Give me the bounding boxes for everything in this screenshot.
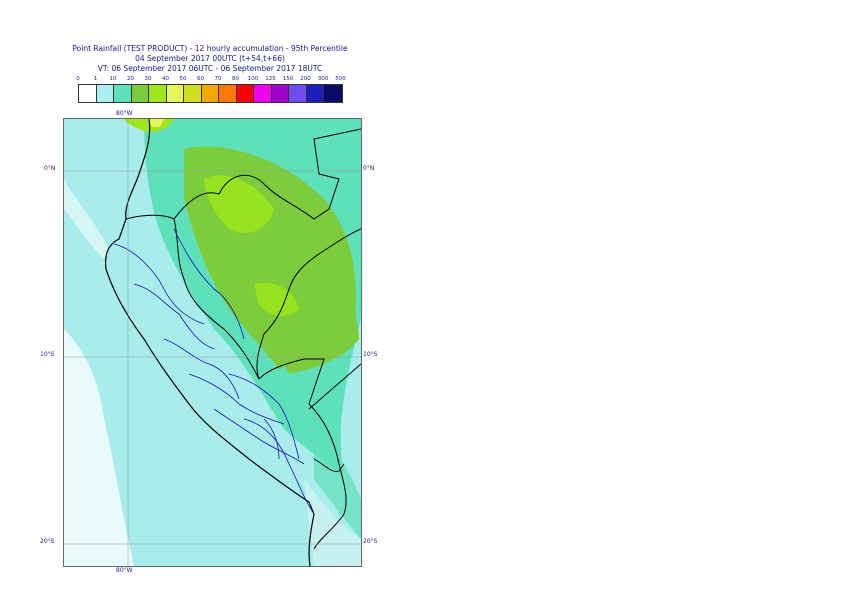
- legend-swatch-6: [184, 85, 202, 102]
- lat-label-right-0: 0°N: [363, 165, 375, 172]
- legend-swatch-7: [201, 85, 219, 102]
- admin-boundary-5: [213, 408, 305, 465]
- legend-tick-2: 10: [109, 76, 117, 82]
- chart-subtitle-validity: VT: 06 September 2017 06UTC - 06 Septemb…: [97, 64, 323, 73]
- admin-boundary-7: [243, 418, 315, 515]
- legend-swatch-2: [114, 85, 132, 102]
- admin-boundary-1: [113, 243, 205, 325]
- border-colombia-brazil: [256, 228, 361, 380]
- legend-swatch-13: [306, 85, 324, 102]
- border-bolivia-north: [308, 363, 361, 410]
- map-svg: [64, 119, 361, 566]
- chart-title: Point Rainfall (TEST PRODUCT) - 12 hourl…: [72, 44, 348, 53]
- legend-swatch-4: [149, 85, 167, 102]
- chart-subtitle-run: 04 September 2017 00UTC (t+54,t+66): [135, 54, 285, 63]
- rain-patch-40-50: [149, 119, 164, 127]
- rain-zone-20-30-east: [244, 251, 359, 374]
- legend-swatch-12: [289, 85, 307, 102]
- admin-boundary-9: [263, 418, 280, 460]
- legend-swatch-11: [271, 85, 289, 102]
- lon-label-top: 80°W: [116, 110, 133, 117]
- legend-tick-15: 500: [335, 76, 346, 82]
- legend-tick-5: 40: [162, 76, 169, 82]
- legend-tick-8: 70: [214, 76, 222, 82]
- legend-tick-12: 150: [282, 76, 294, 82]
- legend-swatch-1: [96, 85, 114, 102]
- lat-label-left-20s: 20°S: [40, 538, 55, 545]
- legend-tick-7: 60: [197, 76, 204, 82]
- legend-tick-0: 0: [76, 76, 80, 82]
- legend-tick-9: 80: [232, 76, 239, 82]
- lon-label-bottom: 80°W: [116, 567, 133, 574]
- dry-area-northwest: [64, 179, 109, 259]
- rainfall-map: [63, 118, 362, 567]
- legend-swatch-3: [131, 85, 149, 102]
- lat-label-left-10s: 10°S: [40, 351, 55, 358]
- legend-tick-1: 1: [93, 76, 98, 82]
- rain-zone-10-20-south: [314, 419, 361, 539]
- legend-swatch-10: [254, 85, 272, 102]
- legend-tick-3: 20: [127, 76, 134, 82]
- border-ecuador-peru: [173, 218, 260, 380]
- coastline: [104, 119, 315, 566]
- legend-color-bar: [78, 84, 343, 103]
- legend-tick-13: 200: [300, 76, 311, 82]
- legend-tick-11: 125: [265, 76, 276, 82]
- lat-label-right-20s: 20°S: [363, 538, 378, 545]
- admin-boundary-3: [163, 338, 240, 400]
- legend-swatch-0: [79, 85, 97, 102]
- legend-tick-labels: 0 1 10 20 30 40 50 60 70 80 100 125 150 200 300 500: [69, 76, 359, 85]
- legend-swatch-9: [236, 85, 254, 102]
- legend-tick-10: 100: [247, 76, 259, 82]
- legend-swatch-8: [219, 85, 237, 102]
- border-peru-brazil-bolivia: [258, 358, 347, 550]
- admin-boundary-4: [188, 373, 285, 425]
- legend-tick-14: 300: [317, 76, 329, 82]
- admin-boundary-8: [173, 228, 245, 340]
- lake-titicaca: [313, 458, 345, 472]
- legend-swatch-14: [324, 85, 342, 102]
- lat-label-right-10s: 10°S: [363, 351, 378, 358]
- rain-patch-30-40-b: [254, 282, 299, 316]
- border-ecuador-colombia: [125, 128, 361, 220]
- lat-label-left-0: 0°N: [44, 165, 56, 172]
- admin-boundary-2: [133, 283, 215, 350]
- legend-tick-4: 30: [144, 76, 152, 82]
- dry-area-southwest: [64, 329, 134, 566]
- admin-boundary-6: [228, 373, 300, 460]
- legend-swatch-5: [166, 85, 184, 102]
- legend-tick-6: 50: [179, 76, 187, 82]
